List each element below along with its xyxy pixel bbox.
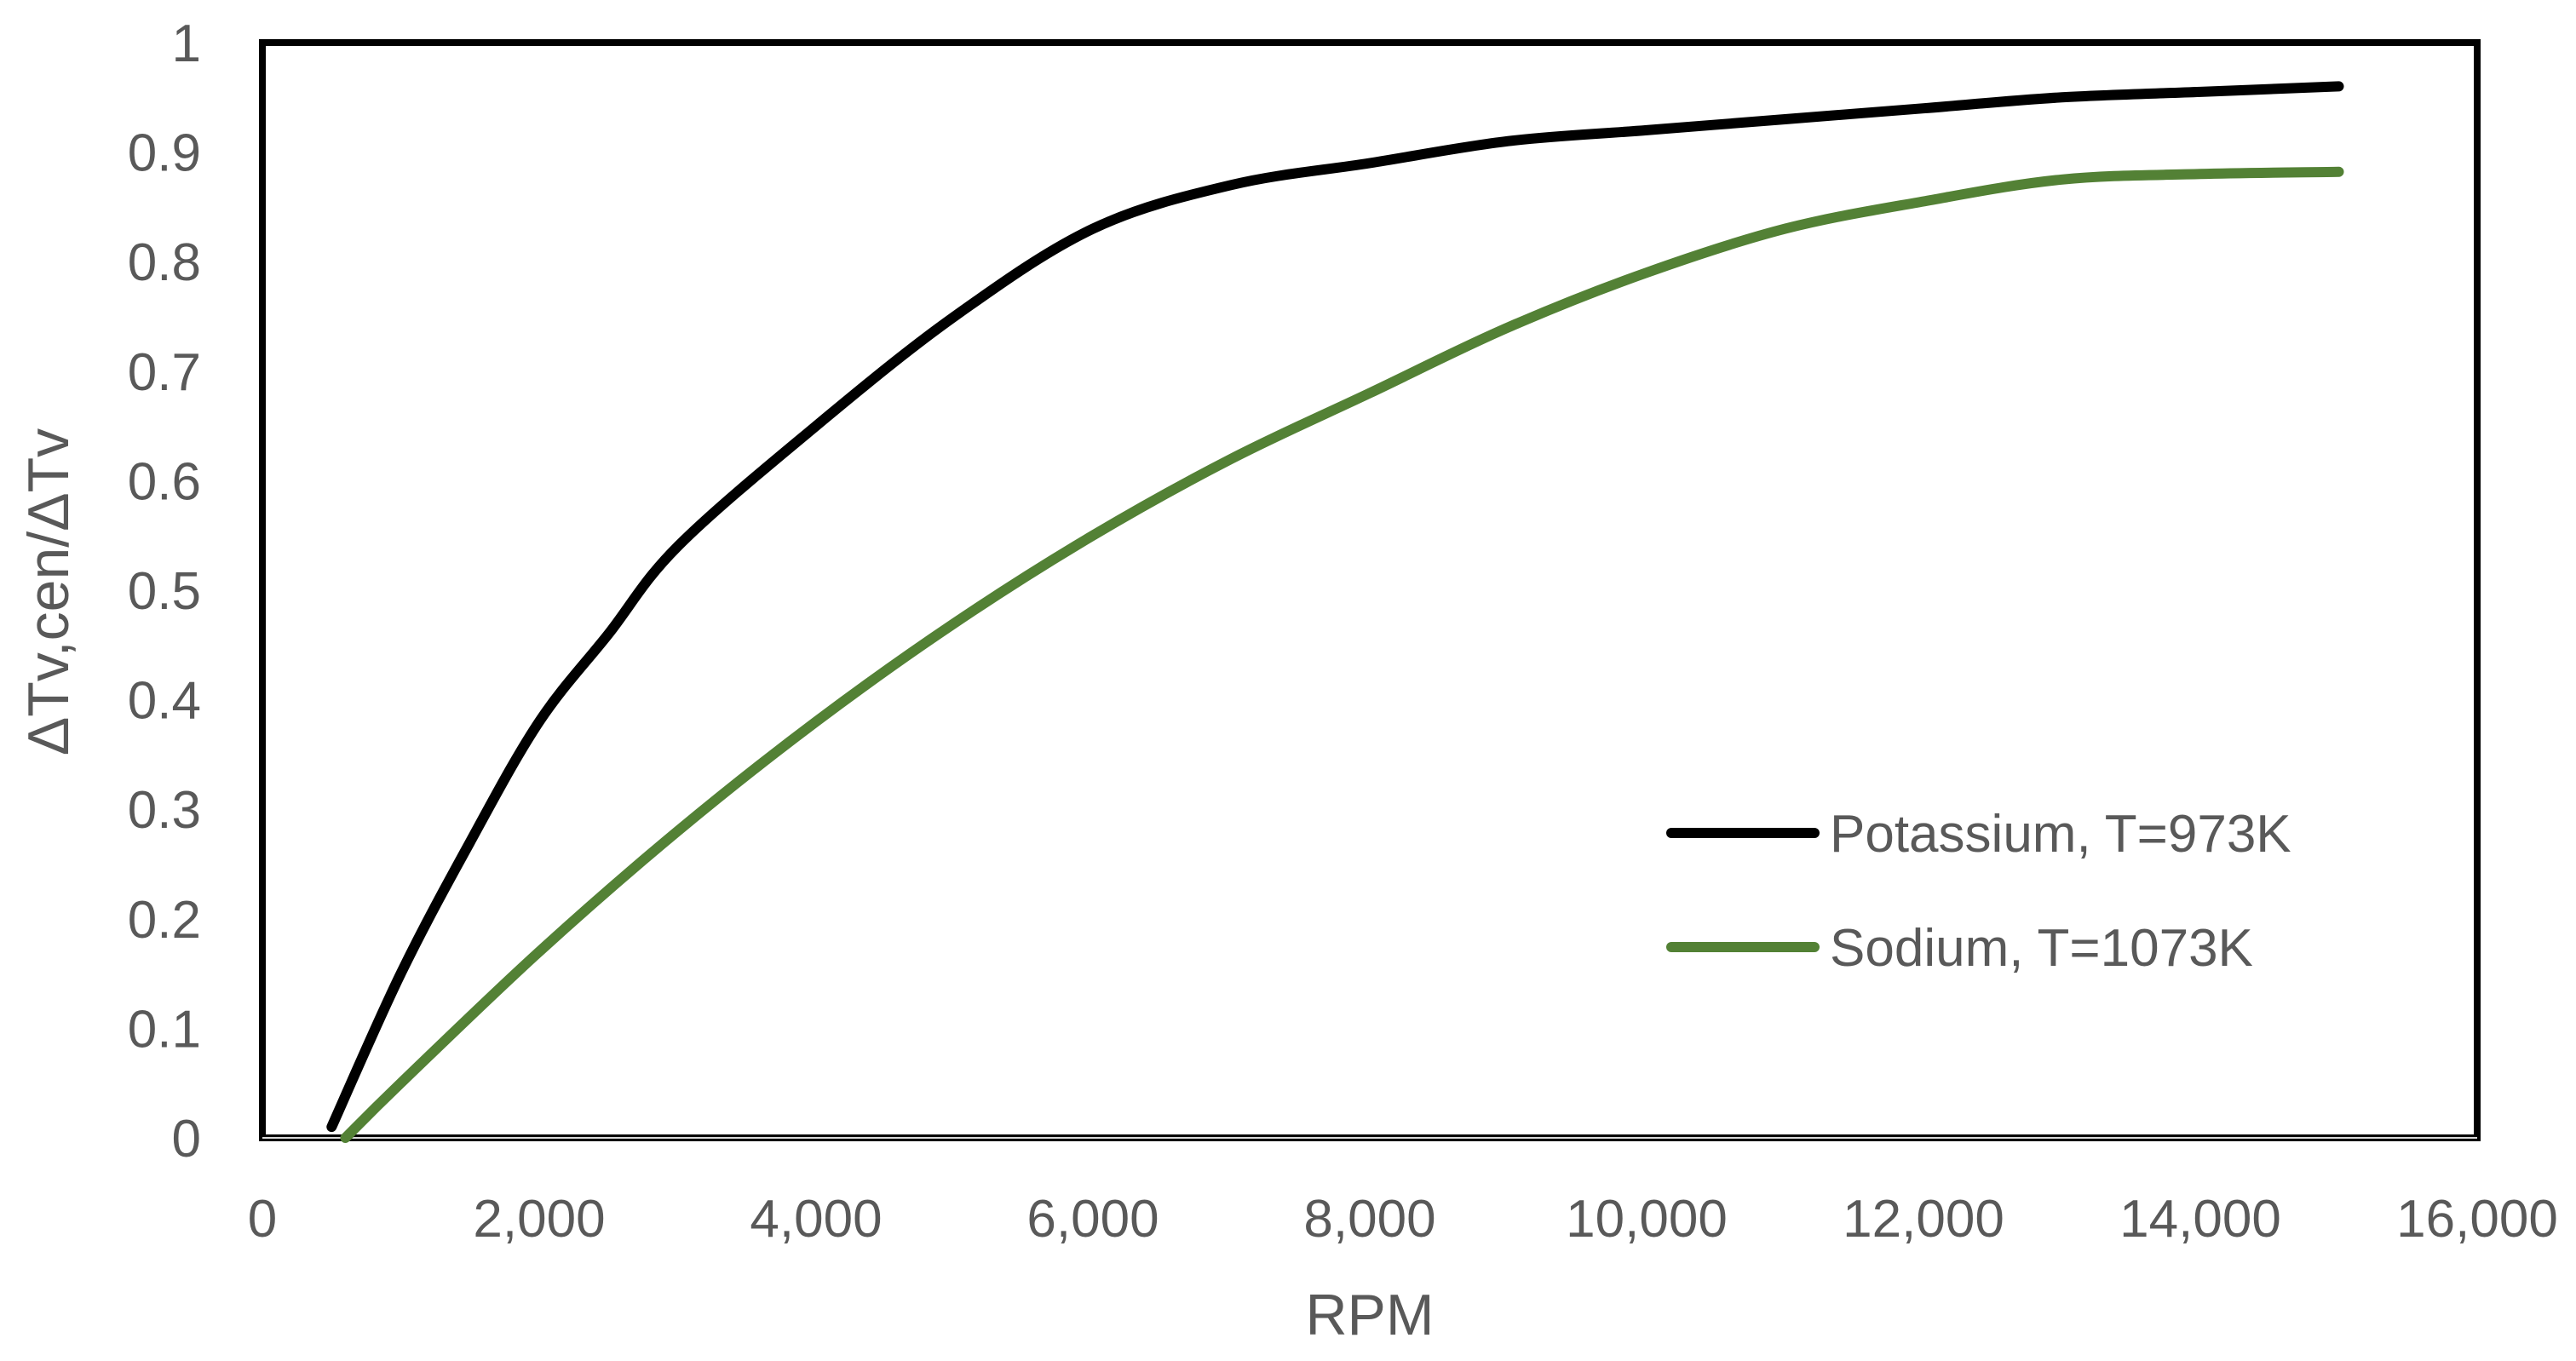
y-tick-label: 0 bbox=[172, 1110, 201, 1169]
y-tick-label: 0.9 bbox=[128, 124, 201, 183]
x-tick-label: 10,000 bbox=[1566, 1190, 1728, 1249]
x-tick-label: 12,000 bbox=[1843, 1190, 2004, 1249]
y-tick-label: 0.1 bbox=[128, 1000, 201, 1059]
y-tick-label: 0.5 bbox=[128, 562, 201, 621]
x-tick-label: 16,000 bbox=[2396, 1190, 2558, 1249]
x-tick-label: 0 bbox=[248, 1190, 277, 1249]
y-tick-label: 0.2 bbox=[128, 891, 201, 950]
series-line-sodium bbox=[340, 166, 2344, 1143]
y-tick-label: 0.3 bbox=[128, 781, 201, 840]
x-tick-label: 2,000 bbox=[473, 1190, 605, 1249]
y-tick-label: 0.8 bbox=[128, 233, 201, 292]
y-axis-title: ΔTv,cen/ΔTv bbox=[16, 428, 81, 755]
legend: Potassium, T=973K Sodium, T=1073K bbox=[1666, 805, 2291, 978]
x-tick-label: 6,000 bbox=[1026, 1190, 1159, 1249]
x-tick-label: 4,000 bbox=[750, 1190, 882, 1249]
legend-label-potassium: Potassium, T=973K bbox=[1830, 805, 2291, 864]
y-tick-label: 0.6 bbox=[128, 452, 201, 511]
series-line-potassium bbox=[326, 81, 2344, 1133]
x-tick-label: 14,000 bbox=[2119, 1190, 2281, 1249]
y-tick-label: 0.7 bbox=[128, 343, 201, 402]
y-tick-label: 1 bbox=[172, 14, 201, 73]
legend-label-sodium: Sodium, T=1073K bbox=[1830, 919, 2253, 978]
y-tick-label: 0.4 bbox=[128, 672, 201, 731]
x-tick-label: 8,000 bbox=[1303, 1190, 1435, 1249]
x-axis-title: RPM bbox=[1305, 1283, 1434, 1347]
